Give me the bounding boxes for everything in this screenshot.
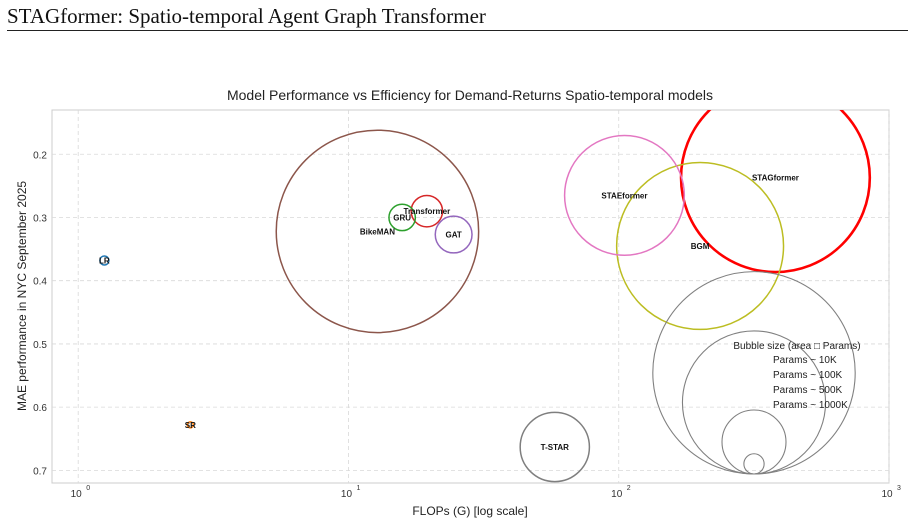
y-tick-label: 0.7 (33, 466, 47, 477)
x-tick-exponent: 0 (86, 485, 90, 492)
bubble-t-star (519, 411, 591, 483)
legend-entry-label: Params ~ 500K (773, 385, 843, 396)
bubble-label-sr: SR (185, 421, 196, 430)
x-tick-label: 10 (611, 489, 623, 500)
x-tick-label: 10 (71, 489, 83, 500)
x-tick-label: 10 (341, 489, 353, 500)
bubble-transformer (410, 194, 444, 228)
page-header-title: STAGformer: Spatio-temporal Agent Graph … (7, 4, 486, 28)
legend-entry-label: Params ~ 100K (773, 370, 843, 381)
bubble-label-gru: GRU (393, 213, 411, 222)
tick-labels: 1001011021030.20.30.40.50.60.7LRSRBikeMA… (33, 150, 901, 500)
bubble-label-lr: LR (99, 256, 110, 265)
x-tick-label: 10 (881, 489, 893, 500)
legend-entry-label: Params ~ 1000K (773, 400, 848, 411)
size-legend: Bubble size (area □ Params) Params ~ 10K P… (652, 271, 861, 475)
bubble-bgm (615, 161, 785, 331)
bubble-label-t-star: T-STAR (541, 443, 570, 452)
bubble-label-gat: GAT (445, 231, 461, 240)
y-tick-label: 0.5 (33, 340, 47, 351)
bubble-gru (388, 203, 417, 232)
bubble-gat (434, 215, 473, 254)
legend-title: Bubble size (area □ Params) (733, 341, 860, 352)
grid-lines (52, 110, 890, 483)
y-tick-label: 0.2 (33, 150, 47, 161)
bubble-sr (186, 421, 195, 429)
y-tick-label: 0.6 (33, 403, 47, 414)
y-tick-label: 0.3 (33, 213, 47, 224)
x-tick-exponent: 3 (897, 485, 901, 492)
x-tick-exponent: 2 (627, 485, 631, 492)
bubble-label-bikeman: BikeMAN (360, 227, 395, 236)
legend-bubble (743, 453, 765, 475)
bubble-label-transformer: Transformer (404, 207, 451, 216)
bubble-label-staeformer: STAEformer (601, 191, 647, 200)
y-axis-label: MAE performance in NYC September 2025 (15, 181, 29, 411)
bubble-label-stagformer: STAGformer (752, 174, 799, 183)
bubble-staeformer (563, 134, 686, 256)
x-axis-label: FLOPs (G) [log scale] (412, 504, 527, 518)
bubble-bikeman (275, 129, 480, 334)
bubble-lr (99, 255, 110, 266)
bubble-label-bgm: BGM (691, 242, 710, 251)
legend-entry-label: Params ~ 10K (773, 355, 837, 366)
y-tick-label: 0.4 (33, 277, 47, 288)
bubble-layer (99, 110, 872, 483)
chart-title: Model Performance vs Efficiency for Dema… (227, 87, 713, 103)
plot-area (51, 109, 890, 484)
header-rule (7, 30, 908, 31)
x-tick-exponent: 1 (356, 485, 360, 492)
